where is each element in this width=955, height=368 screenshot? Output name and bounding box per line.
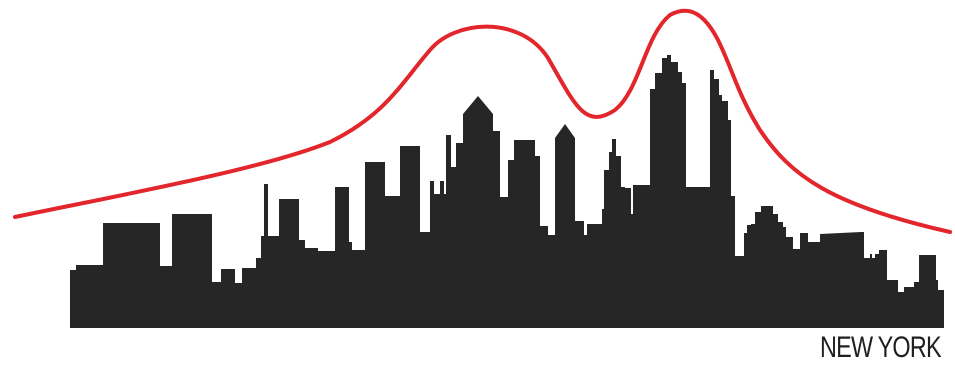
skyline-silhouette (70, 55, 944, 328)
red-curve-line (13, 8, 952, 234)
city-name-label: NEW YORK (820, 331, 942, 364)
